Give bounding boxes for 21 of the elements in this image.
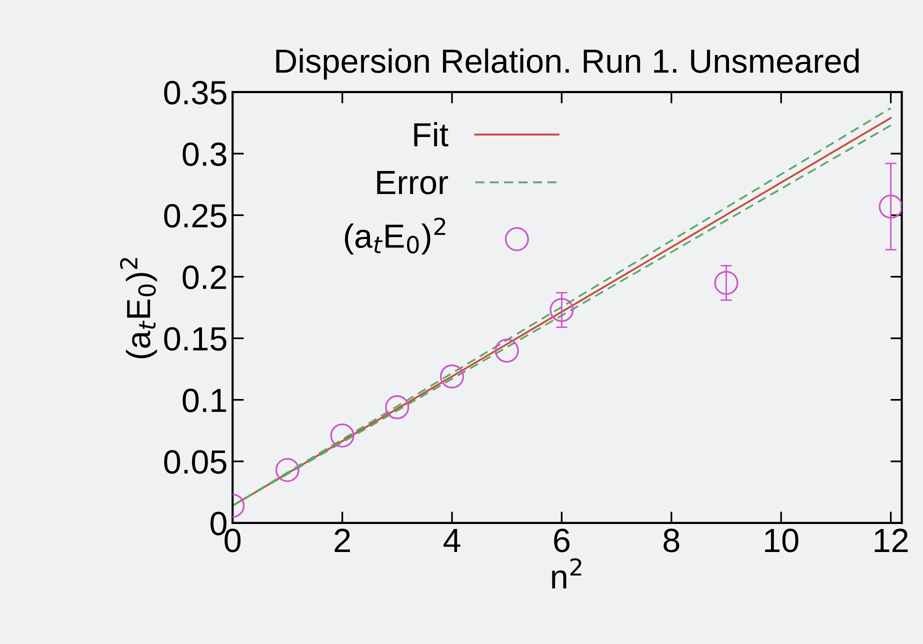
y-tick-label: 0.25: [164, 204, 226, 228]
legend-label: Fit: [414, 122, 448, 147]
legend-label: (a$_{t}$E$_{0}$)$^{2}$: [344, 218, 446, 255]
x-tick-label: 10: [765, 528, 798, 552]
y-tick-label: 0.2: [182, 266, 226, 290]
x-tick-label: 4: [443, 529, 460, 552]
x-tick-label: 12: [874, 528, 908, 552]
y-tick-label: 0.3: [182, 142, 226, 166]
chart-title: Dispersion Relation. Run 1. Unsmeared: [276, 48, 859, 80]
legend-label: Error: [377, 171, 448, 194]
y-tick-label: 0.35: [164, 80, 226, 104]
x-axis-title: n$^{2}$: [552, 558, 582, 588]
y-tick-label: 0.15: [164, 327, 226, 351]
y-tick-label: 0: [210, 512, 226, 536]
x-tick-label: 8: [664, 528, 680, 552]
y-tick-label: 0.05: [164, 450, 226, 474]
x-tick-label: 2: [334, 528, 350, 552]
y-axis-title: (a$_{t}$E$_{0}$)$^{2}$: [120, 258, 157, 358]
x-tick-label: 0: [224, 528, 241, 552]
x-tick-label: 6: [554, 528, 570, 552]
y-tick-label: 0.1: [182, 388, 226, 412]
